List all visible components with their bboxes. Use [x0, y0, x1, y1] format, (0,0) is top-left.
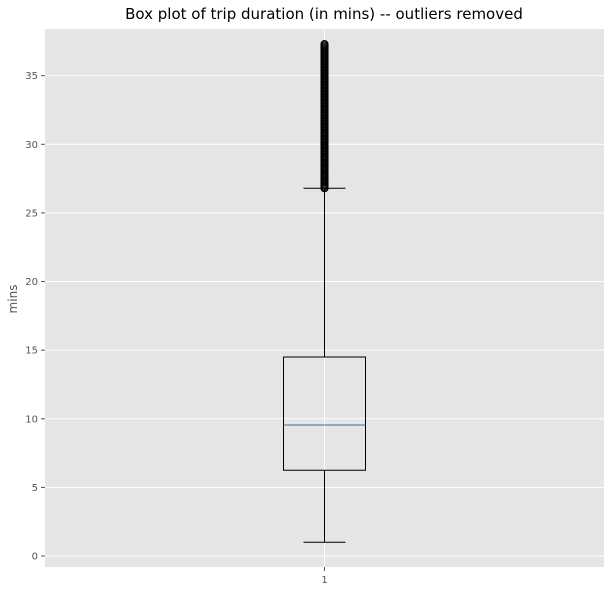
- y-tick-label: 20: [25, 277, 38, 288]
- y-tick-label: 5: [32, 483, 38, 494]
- chart-title: Box plot of trip duration (in mins) -- o…: [125, 5, 523, 23]
- x-tick-label: 1: [321, 575, 327, 586]
- outlier-point: [320, 39, 329, 49]
- iqr-box: [283, 356, 366, 471]
- y-axis-label: mins: [6, 285, 20, 314]
- y-tick-label: 35: [25, 71, 38, 82]
- y-tick-label: 25: [25, 208, 38, 219]
- plot-area: 0 5 10 15 20 25 30 35 1: [25, 29, 604, 586]
- y-tick-label: 0: [32, 552, 38, 563]
- y-tick-label: 15: [25, 346, 38, 357]
- y-tick-label: 10: [25, 414, 38, 425]
- y-tick-label: 30: [25, 140, 38, 151]
